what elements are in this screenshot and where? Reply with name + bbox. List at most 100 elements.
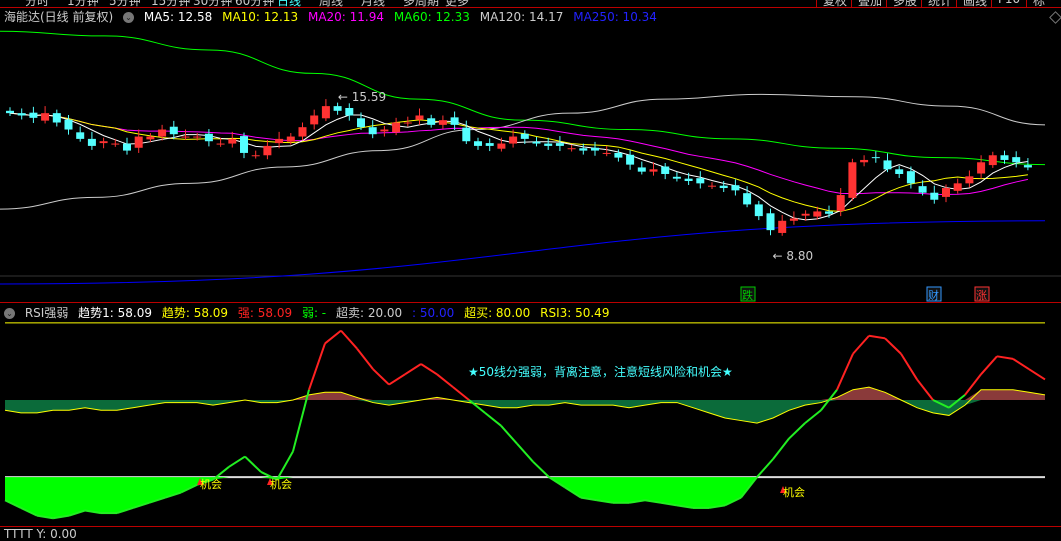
- candle-body: [6, 110, 14, 114]
- trend-line-segment: [148, 496, 166, 504]
- candle-body: [438, 120, 447, 125]
- toolbar-button[interactable]: 叠加: [851, 0, 888, 7]
- candle-body: [719, 185, 728, 189]
- tab-0[interactable]: 分时: [25, 0, 50, 8]
- trend-line-segment: [820, 389, 838, 411]
- trend-line-segment: [132, 501, 150, 509]
- tab-8[interactable]: 月线: [361, 0, 386, 8]
- candle-body: [965, 176, 974, 184]
- candle-body: [532, 141, 541, 144]
- trend-line-segment: [868, 334, 886, 340]
- strong-value: 强: 58.09: [237, 306, 293, 320]
- candle-body: [953, 183, 962, 191]
- candle-body: [614, 152, 623, 158]
- ma20-line: [9, 112, 1029, 195]
- ma120-line: [0, 93, 1046, 210]
- candle-body: [895, 169, 904, 174]
- trend-line-segment: [500, 425, 518, 445]
- candle-body: [64, 119, 73, 130]
- chance-label: 机会: [270, 477, 292, 491]
- tab-1[interactable]: 1分钟: [67, 0, 99, 8]
- tab-6[interactable]: 日线: [277, 0, 302, 8]
- trend-line-segment: [324, 329, 342, 345]
- chance-label: 机会: [200, 477, 222, 491]
- trend-line-segment: [244, 455, 262, 473]
- ma10-line: [9, 112, 1028, 212]
- candle-body: [591, 147, 599, 151]
- trend-line-segment: [804, 409, 822, 424]
- ma250-label: MA250: 10.34: [573, 10, 657, 24]
- candle-body: [17, 113, 26, 116]
- chance-arrow-icon: [780, 486, 786, 493]
- candle-body: [169, 126, 178, 135]
- ma5-line: [9, 112, 1028, 221]
- trend-line-segment: [180, 483, 198, 494]
- tab-4[interactable]: 30分钟: [193, 0, 233, 8]
- tab-7[interactable]: 周线: [319, 0, 344, 8]
- trend-line-segment: [532, 460, 550, 478]
- ma5-label: MA5: 12.58: [143, 10, 213, 24]
- candle-body: [497, 143, 506, 149]
- candle-body: [251, 155, 260, 157]
- candle-body: [906, 171, 915, 184]
- trend-line-segment: [468, 399, 486, 414]
- indicator-legend: ⌄ RSI强弱 趋势1: 58.09 趋势: 58.09 强: 58.09 弱:…: [4, 304, 615, 321]
- toolbar-button[interactable]: 标记: [1026, 0, 1061, 7]
- toolbar-button[interactable]: 统计: [921, 0, 958, 7]
- toolbar-button[interactable]: 多股: [886, 0, 923, 7]
- trend-line-segment: [676, 504, 694, 509]
- candle-body: [988, 155, 997, 166]
- trend-line-segment: [356, 347, 374, 370]
- dropdown-icon[interactable]: ⌄: [123, 12, 135, 23]
- toolbar-button[interactable]: 复权: [816, 0, 853, 7]
- trend-line-segment: [388, 373, 406, 386]
- candle-body: [29, 112, 38, 118]
- tab-5[interactable]: 60分钟: [235, 0, 275, 8]
- candle-body: [684, 178, 693, 182]
- trend1-value: 趋势1: 58.09: [78, 306, 153, 320]
- ma10-label: MA10: 12.13: [222, 10, 299, 24]
- trend-line-segment: [932, 399, 950, 409]
- oversold-value: 超卖: 20.00: [335, 306, 403, 320]
- trend-line-segment: [788, 422, 806, 440]
- candle-body: [836, 195, 845, 211]
- candle-body: [76, 132, 85, 139]
- candle-body: [415, 115, 424, 120]
- candle-body: [918, 186, 927, 193]
- candle-body: [474, 141, 482, 146]
- candle-body: [193, 136, 202, 138]
- tab-3[interactable]: 15分钟: [151, 0, 191, 8]
- trend-line-segment: [260, 471, 278, 481]
- candle-body: [41, 113, 50, 121]
- trend-line-segment: [756, 458, 774, 478]
- candle-body: [813, 211, 822, 217]
- event-tag: [974, 286, 990, 302]
- candle-body: [52, 113, 61, 123]
- trend-line-segment: [52, 514, 70, 520]
- candle-body: [789, 218, 798, 221]
- candle-body: [345, 107, 354, 116]
- candle-body: [333, 106, 342, 111]
- tab-9[interactable]: 多周期: [403, 0, 440, 8]
- trend-line-segment: [580, 496, 598, 502]
- candle-body: [649, 169, 658, 172]
- candle-body: [392, 122, 401, 133]
- toolbar-button[interactable]: F10: [991, 0, 1026, 7]
- candle-body: [637, 167, 646, 172]
- trend-line-segment: [564, 486, 582, 499]
- tab-10[interactable]: 更多: [445, 0, 470, 8]
- candle-body: [357, 118, 365, 128]
- trend-line-segment: [4, 499, 22, 509]
- trend-line-segment: [404, 363, 422, 376]
- candle-body: [883, 160, 892, 170]
- trend-line-segment: [276, 450, 294, 481]
- tab-2[interactable]: 5分钟: [109, 0, 141, 8]
- candle-body: [1023, 165, 1032, 168]
- toolbar-button[interactable]: 画线: [956, 0, 993, 7]
- trend-line-segment: [292, 389, 310, 452]
- trend-line-segment: [916, 378, 934, 401]
- dropdown-icon[interactable]: ⌄: [4, 308, 15, 319]
- candle-body: [860, 159, 869, 163]
- trend-line-segment: [644, 499, 662, 504]
